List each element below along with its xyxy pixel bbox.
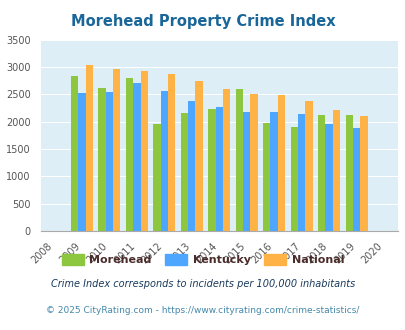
Bar — [235, 89, 243, 231]
Bar — [98, 88, 105, 231]
Legend: Morehead, Kentucky, National: Morehead, Kentucky, National — [57, 250, 348, 270]
Bar — [195, 81, 202, 231]
Bar — [133, 83, 140, 231]
Bar — [126, 78, 133, 231]
Bar — [352, 128, 360, 231]
Bar — [250, 94, 257, 231]
Bar — [113, 69, 120, 231]
Bar — [180, 114, 188, 231]
Bar — [208, 109, 215, 231]
Bar — [188, 101, 195, 231]
Bar — [85, 65, 93, 231]
Bar — [297, 114, 305, 231]
Bar — [153, 124, 160, 231]
Bar — [277, 95, 285, 231]
Bar — [290, 127, 297, 231]
Bar — [168, 74, 175, 231]
Bar — [360, 115, 367, 231]
Text: Morehead Property Crime Index: Morehead Property Crime Index — [70, 14, 335, 29]
Text: Crime Index corresponds to incidents per 100,000 inhabitants: Crime Index corresponds to incidents per… — [51, 279, 354, 289]
Bar — [262, 123, 270, 231]
Bar — [243, 112, 250, 231]
Bar — [332, 110, 339, 231]
Bar — [270, 112, 277, 231]
Bar — [105, 91, 113, 231]
Bar — [222, 89, 230, 231]
Bar — [70, 76, 78, 231]
Text: © 2025 CityRating.com - https://www.cityrating.com/crime-statistics/: © 2025 CityRating.com - https://www.city… — [46, 306, 359, 315]
Bar — [140, 71, 147, 231]
Bar — [325, 124, 332, 231]
Bar — [160, 91, 168, 231]
Bar — [78, 93, 85, 231]
Bar — [305, 101, 312, 231]
Bar — [345, 115, 352, 231]
Bar — [215, 107, 222, 231]
Bar — [317, 115, 325, 231]
